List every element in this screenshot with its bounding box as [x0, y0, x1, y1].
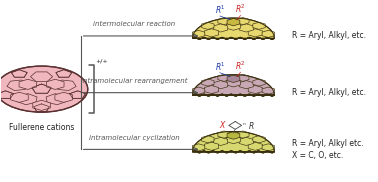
Polygon shape [248, 29, 262, 37]
Polygon shape [248, 86, 262, 94]
Text: Fullerene cations: Fullerene cations [9, 123, 74, 132]
Polygon shape [237, 131, 249, 138]
Text: $R^1$: $R^1$ [214, 60, 225, 73]
Polygon shape [248, 142, 262, 150]
Polygon shape [192, 131, 274, 153]
Polygon shape [253, 22, 265, 29]
Text: R = Aryl, Alkyl, etc.: R = Aryl, Alkyl, etc. [292, 31, 366, 40]
Polygon shape [192, 144, 205, 151]
Polygon shape [262, 144, 274, 151]
Polygon shape [226, 22, 240, 30]
Polygon shape [204, 29, 219, 37]
Polygon shape [204, 142, 219, 150]
Polygon shape [0, 91, 14, 98]
Polygon shape [31, 72, 53, 82]
Polygon shape [253, 79, 265, 86]
Polygon shape [262, 87, 274, 94]
Text: $R^2$: $R^2$ [235, 3, 246, 15]
Polygon shape [239, 137, 253, 145]
Polygon shape [7, 80, 29, 90]
Text: intermolecular reaction: intermolecular reaction [93, 21, 175, 27]
Polygon shape [54, 80, 76, 90]
Polygon shape [19, 79, 37, 89]
Circle shape [0, 66, 88, 112]
Polygon shape [214, 81, 228, 89]
Polygon shape [227, 132, 240, 139]
Polygon shape [214, 24, 228, 32]
Text: $R$: $R$ [248, 120, 255, 131]
Text: $R^1$: $R^1$ [214, 4, 225, 16]
Polygon shape [227, 18, 240, 26]
Polygon shape [218, 74, 230, 81]
Polygon shape [11, 92, 28, 102]
Polygon shape [70, 91, 85, 98]
Polygon shape [253, 136, 265, 143]
Polygon shape [34, 104, 50, 111]
Polygon shape [56, 70, 72, 77]
Polygon shape [226, 79, 240, 87]
Text: $X$: $X$ [219, 119, 227, 130]
Polygon shape [192, 87, 205, 94]
Polygon shape [202, 136, 214, 143]
Text: R = Aryl, Alkyl etc.
X = C, O, etc.: R = Aryl, Alkyl etc. X = C, O, etc. [292, 139, 364, 160]
Polygon shape [239, 81, 253, 89]
Polygon shape [192, 18, 274, 39]
Polygon shape [32, 84, 51, 93]
Polygon shape [192, 75, 274, 96]
Polygon shape [192, 30, 205, 37]
Polygon shape [226, 136, 240, 144]
Polygon shape [202, 22, 214, 29]
Polygon shape [11, 70, 27, 77]
Polygon shape [237, 74, 249, 81]
Text: intramolecular cyclization: intramolecular cyclization [88, 134, 179, 141]
Text: +/+: +/+ [95, 58, 108, 63]
Polygon shape [204, 86, 219, 94]
Text: R = Aryl, Alkyl, etc.: R = Aryl, Alkyl, etc. [292, 88, 366, 97]
Polygon shape [237, 17, 249, 25]
Text: $_n$: $_n$ [242, 122, 247, 128]
Polygon shape [33, 100, 50, 110]
Text: intramolecular rearrangement: intramolecular rearrangement [81, 78, 187, 84]
Polygon shape [55, 92, 73, 102]
Text: $R^2$: $R^2$ [235, 60, 246, 72]
Polygon shape [46, 79, 64, 89]
Polygon shape [218, 131, 230, 138]
Polygon shape [239, 24, 253, 32]
Polygon shape [17, 94, 37, 105]
Polygon shape [202, 79, 214, 86]
Polygon shape [46, 94, 67, 105]
Polygon shape [214, 137, 228, 145]
Polygon shape [218, 17, 230, 25]
Polygon shape [227, 75, 240, 82]
Polygon shape [262, 30, 274, 37]
